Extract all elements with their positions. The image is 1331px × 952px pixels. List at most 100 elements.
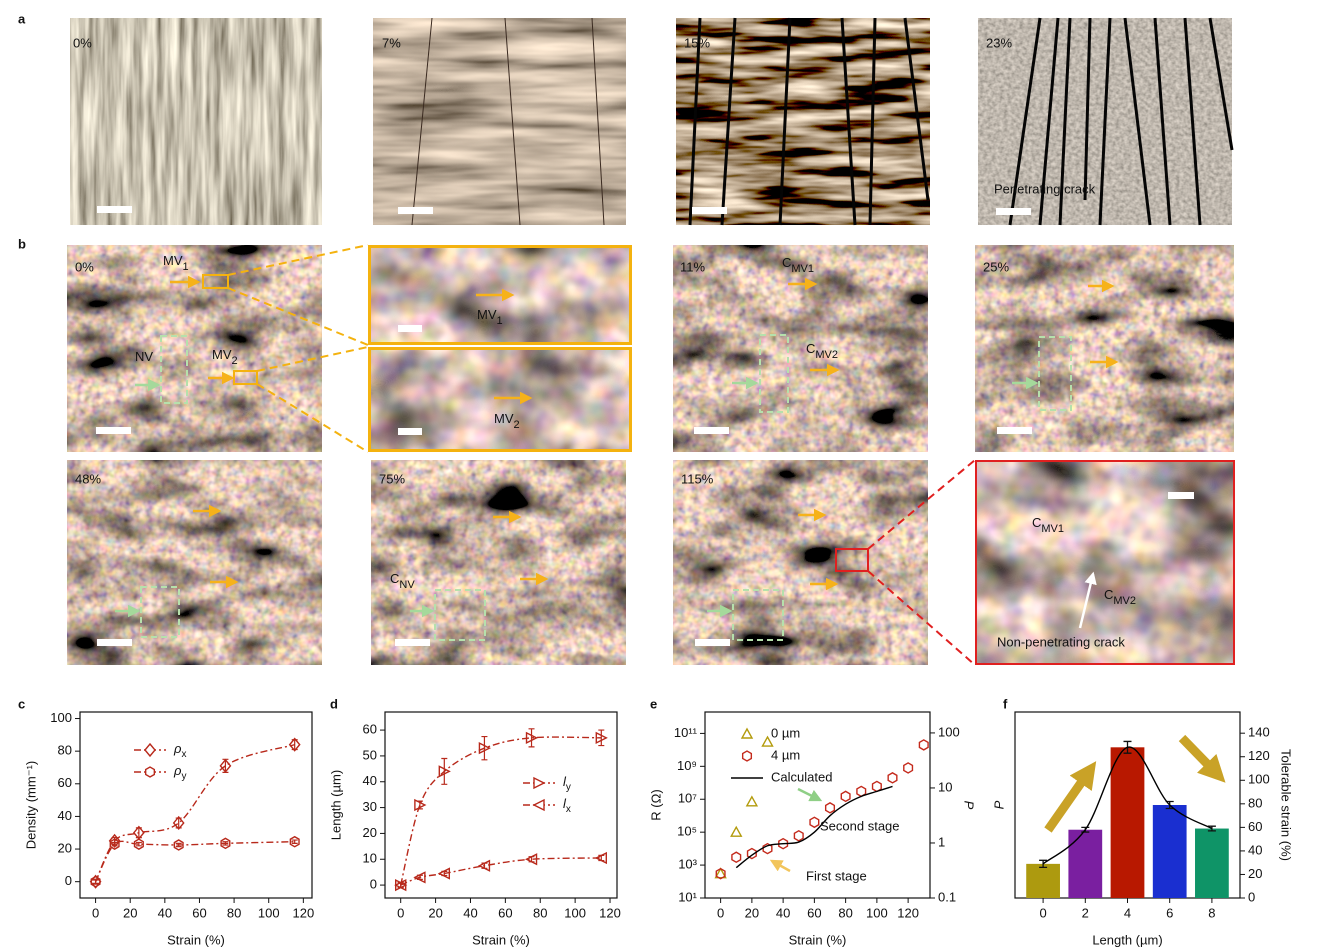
marker-label: NV bbox=[135, 349, 153, 364]
data-point bbox=[478, 742, 491, 755]
x-tick-label: 6 bbox=[1166, 905, 1173, 920]
marker-sub: NV bbox=[399, 579, 415, 591]
legend-label: 0 µm bbox=[771, 725, 800, 740]
strain-label: 15% bbox=[684, 35, 710, 50]
data-point bbox=[793, 830, 804, 842]
marker-sub: MV2 bbox=[815, 349, 838, 361]
annotation: Second stage bbox=[820, 818, 900, 833]
micrograph bbox=[70, 18, 322, 225]
crack-line bbox=[688, 17, 702, 226]
error-bar bbox=[598, 729, 605, 747]
y-tick-label: 10³ bbox=[678, 857, 697, 872]
marker-sub: 1 bbox=[183, 261, 189, 273]
error-bar bbox=[135, 841, 142, 847]
data-point bbox=[840, 790, 851, 803]
strain-label: 25% bbox=[983, 259, 1009, 274]
scale-bar bbox=[395, 639, 430, 646]
bar bbox=[1195, 828, 1229, 898]
scale-bar bbox=[398, 428, 422, 435]
data-point bbox=[173, 839, 184, 851]
x-tick-label: 100 bbox=[564, 905, 586, 920]
x-tick-label: 20 bbox=[745, 905, 759, 920]
x-tick-label: 60 bbox=[498, 905, 512, 920]
series-line bbox=[400, 736, 602, 886]
scale-bar bbox=[692, 207, 727, 214]
y-tick-label: 10 bbox=[363, 851, 377, 866]
zoom-frame bbox=[975, 460, 1235, 665]
bar bbox=[1152, 805, 1187, 898]
scale-bar bbox=[96, 427, 131, 434]
annotation: Non-penetrating crack bbox=[997, 634, 1125, 649]
data-point bbox=[289, 835, 300, 848]
data-point bbox=[108, 833, 121, 848]
y-tick-label: 60 bbox=[58, 775, 72, 790]
guide-line bbox=[867, 459, 976, 550]
data-point bbox=[731, 851, 742, 864]
panel-label: c bbox=[18, 696, 25, 711]
crack-line bbox=[1208, 17, 1234, 151]
y2-tick-label: 120 bbox=[1248, 748, 1270, 763]
marker-label: CMV2 bbox=[1104, 587, 1136, 606]
x-axis-label: Strain (%) bbox=[167, 932, 225, 947]
data-point bbox=[89, 874, 102, 889]
data-point bbox=[288, 737, 301, 752]
crack-line bbox=[840, 17, 857, 226]
marker-main: C bbox=[782, 255, 791, 270]
legend-symbol: l bbox=[563, 774, 567, 789]
error-bar bbox=[175, 817, 182, 829]
marker-label: MV2 bbox=[212, 347, 238, 366]
zoom-frame bbox=[368, 245, 632, 345]
scale-bar bbox=[694, 427, 729, 434]
x-axis-label: Strain (%) bbox=[789, 932, 847, 947]
legend-subscript: y bbox=[566, 782, 571, 793]
marker-main: C bbox=[1032, 515, 1041, 530]
strain-label: 7% bbox=[382, 35, 401, 50]
micrograph bbox=[673, 245, 928, 452]
crack-line bbox=[1038, 17, 1060, 226]
region-box bbox=[160, 335, 188, 404]
zoom-frame bbox=[368, 347, 632, 452]
y2-tick-label: 40 bbox=[1248, 842, 1262, 857]
marker-label: CNV bbox=[390, 571, 415, 590]
arrow bbox=[1078, 571, 1097, 629]
crack-line bbox=[778, 17, 792, 226]
marker-sub: MV1 bbox=[791, 263, 814, 275]
crack-line bbox=[1123, 17, 1152, 226]
error-bar bbox=[135, 827, 142, 839]
data-point bbox=[413, 871, 426, 884]
x-tick-label: 60 bbox=[192, 905, 206, 920]
marker-label: CMV2 bbox=[806, 341, 838, 360]
crack-line bbox=[868, 17, 877, 226]
data-point bbox=[762, 842, 773, 855]
legend-subscript: x bbox=[566, 804, 571, 815]
series-line bbox=[735, 785, 893, 869]
x-tick-label: 2 bbox=[1082, 905, 1089, 920]
marker-main: C bbox=[1104, 587, 1113, 602]
legend-label: lx bbox=[563, 796, 571, 814]
x-tick-label: 80 bbox=[838, 905, 852, 920]
marker-sub: 1 bbox=[497, 315, 503, 327]
micrograph bbox=[676, 18, 930, 225]
data-point bbox=[525, 731, 539, 744]
crack-line bbox=[1153, 17, 1172, 226]
scale-bar bbox=[996, 208, 1031, 215]
data-point bbox=[761, 735, 774, 747]
y-tick-label: 60 bbox=[363, 722, 377, 737]
x-tick-label: 40 bbox=[463, 905, 477, 920]
data-point bbox=[414, 798, 427, 812]
marker-main: NV bbox=[135, 349, 153, 364]
legend-marker bbox=[740, 727, 754, 739]
y2-axis-label: Tolerable strain (%) bbox=[1279, 749, 1294, 861]
plot-frame bbox=[384, 711, 618, 899]
micrograph bbox=[368, 347, 632, 452]
y-tick-label: 20 bbox=[363, 825, 377, 840]
error-bar bbox=[441, 757, 448, 785]
x-tick-label: 0 bbox=[397, 905, 404, 920]
marker-main: MV bbox=[494, 411, 514, 426]
data-point bbox=[714, 867, 727, 879]
y-tick-label: 40 bbox=[363, 773, 377, 788]
crack-line bbox=[1083, 17, 1092, 201]
panel-label: a bbox=[18, 11, 26, 26]
error-bar bbox=[1207, 825, 1216, 832]
y2-tick-label: 0 bbox=[1248, 889, 1255, 904]
